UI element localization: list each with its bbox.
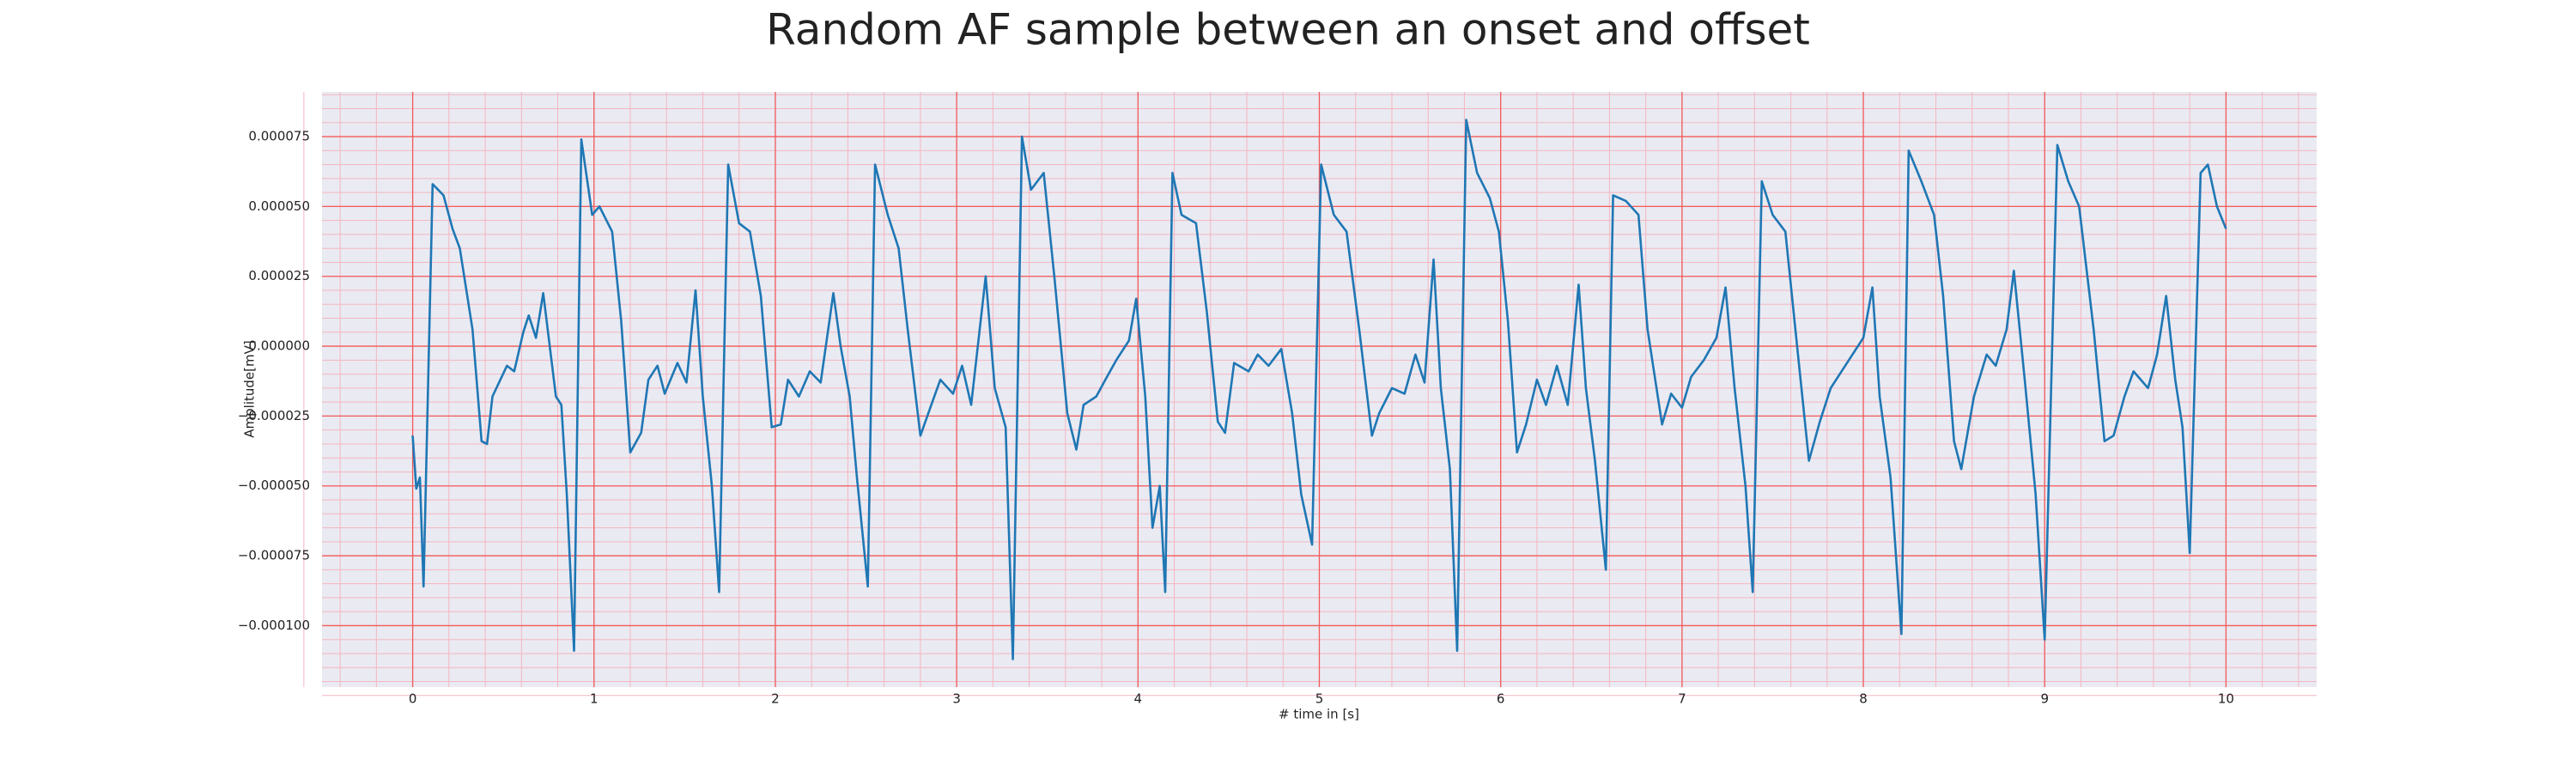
y-tick-label: −0.000100 [238,618,310,633]
y-tick-label: 0.000050 [248,198,310,214]
y-tick-label: −0.000075 [238,548,310,563]
x-tick-label: 5 [1315,691,1324,707]
y-tick-label: 0.000000 [248,338,310,354]
x-tick-label: 9 [2040,691,2049,707]
chart-title: Random AF sample between an onset and of… [766,5,1810,55]
y-tick-label: −0.000050 [238,478,310,493]
x-tick-label: 7 [1678,691,1686,707]
y-axis-label: Amplitude[mV] [242,340,258,437]
y-tick-label: −0.000025 [238,408,310,423]
x-tick-label: 0 [409,691,417,707]
y-tick-label: 0.000075 [248,129,310,144]
x-tick-label: 4 [1134,691,1143,707]
x-tick-label: 8 [1859,691,1868,707]
x-tick-label: 3 [952,691,961,707]
x-tick-label: 1 [590,691,598,707]
x-axis-label: # time in [s] [1279,707,1359,722]
x-tick-label: 2 [771,691,780,707]
x-tick-label: 6 [1497,691,1505,707]
x-tick-label: 10 [2218,691,2234,707]
signal-line [411,119,2227,660]
y-tick-label: 0.000025 [248,268,310,283]
